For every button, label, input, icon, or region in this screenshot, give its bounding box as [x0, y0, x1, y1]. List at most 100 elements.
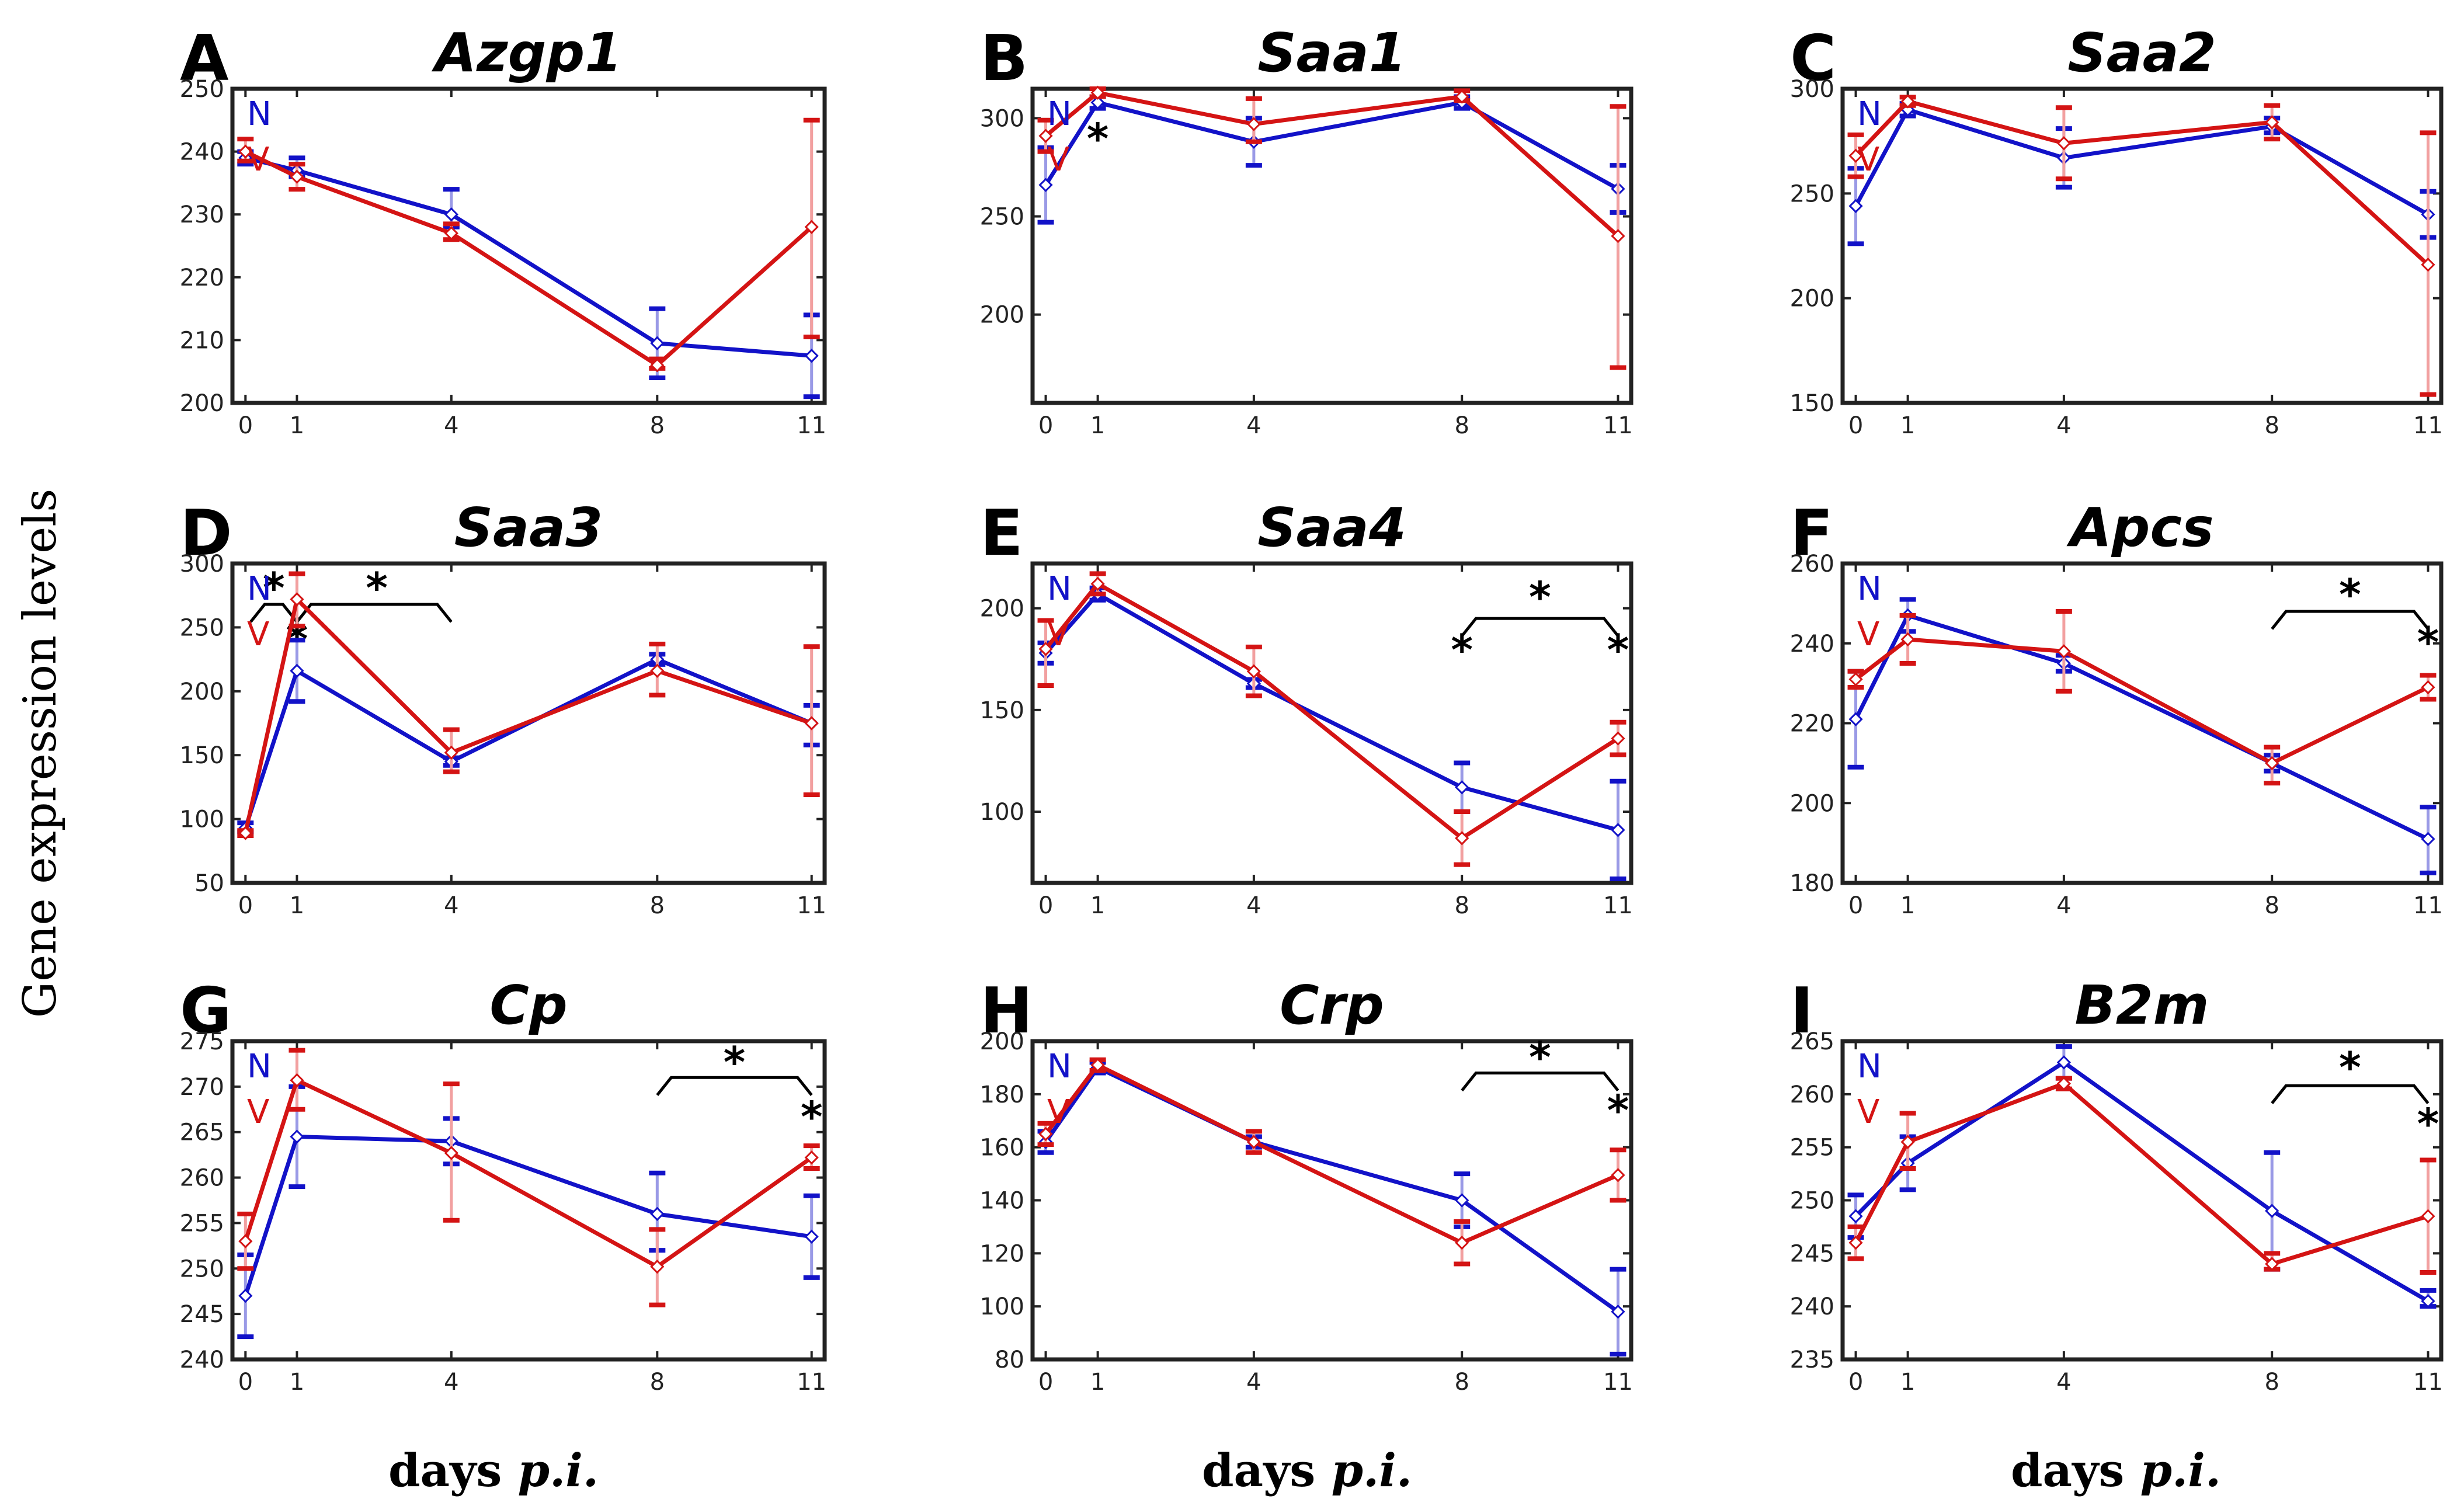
x-tick-label: 4	[2056, 892, 2071, 919]
data-point	[650, 336, 665, 350]
panel-g: G Cp 240 245 250 255 260 265 270 275 0 1 4 8 11 * * NV	[180, 974, 827, 1396]
y-tick-label: 300	[980, 105, 1024, 132]
legend-n: N	[247, 570, 272, 608]
legend-v: V	[1047, 615, 1069, 653]
data-point	[804, 1229, 819, 1244]
y-axis-label: Gene expression levels	[14, 489, 67, 1018]
panel-letter: I	[1790, 975, 1813, 1048]
x-tick-label: 0	[1848, 1369, 1863, 1396]
legend-v: V	[1857, 1093, 1879, 1131]
data-point	[1090, 85, 1105, 100]
y-tick-label: 260	[1790, 551, 1834, 578]
legend-v: V	[247, 141, 269, 179]
data-point	[1455, 780, 1469, 795]
legend-n: N	[1047, 1048, 1072, 1086]
x-tick-label: 11	[1603, 892, 1633, 919]
y-tick-label: 245	[1790, 1240, 1834, 1267]
panel-letter: B	[980, 22, 1028, 95]
legend-n: N	[1857, 570, 1882, 608]
legend-n: N	[1047, 570, 1072, 608]
x-tick-label: 1	[1900, 1369, 1915, 1396]
y-tick-label: 100	[980, 1293, 1024, 1320]
data-point	[2056, 644, 2072, 659]
significance-bracket	[1461, 1072, 1620, 1092]
axes-box	[230, 1039, 827, 1362]
significance-star: *	[263, 564, 285, 613]
x-axis-label-main: days	[2011, 1444, 2140, 1497]
series-v	[237, 571, 820, 840]
panel-title: Saa3	[454, 496, 603, 559]
x-tick-label: 0	[1848, 412, 1863, 439]
y-tick-label: 300	[1790, 76, 1834, 103]
x-tick-label: 11	[2413, 412, 2443, 439]
series-v	[1847, 94, 2437, 397]
legend-n: N	[1857, 1048, 1882, 1086]
y-tick-label: 245	[180, 1301, 224, 1328]
y-tick-label: 265	[180, 1119, 224, 1146]
panel-title: Crp	[1280, 974, 1384, 1037]
x-axis-label-italic: p.i.	[2140, 1444, 2221, 1497]
data-point	[650, 1260, 665, 1274]
data-point	[1611, 823, 1625, 837]
x-tick-label: 1	[290, 892, 304, 919]
series-line	[1854, 99, 2430, 266]
significance-star: *	[1607, 1086, 1629, 1135]
series-line	[1044, 1063, 1619, 1245]
data-point	[2265, 115, 2279, 130]
axes-box	[1840, 86, 2444, 405]
data-point	[650, 1206, 665, 1221]
significance-star: *	[2339, 1043, 2361, 1092]
x-tick-label: 4	[1246, 1369, 1261, 1396]
y-tick-label: 220	[1790, 711, 1834, 738]
axes-box	[230, 86, 827, 405]
panel-e: E Saa4 100 150 200 0 1 4 8 11 * * * NV	[980, 496, 1634, 919]
x-tick-label: 1	[1090, 1369, 1105, 1396]
legend-n: N	[1857, 95, 1882, 133]
x-axis-label-main: days	[388, 1444, 517, 1497]
significance-star: *	[1087, 114, 1109, 164]
x-tick-label: 1	[1900, 412, 1915, 439]
legend-n: N	[247, 95, 272, 133]
series-line	[1044, 91, 1620, 238]
data-point	[1611, 1305, 1625, 1319]
series-line	[243, 1078, 813, 1269]
data-point	[1900, 1135, 1915, 1149]
y-tick-label: 250	[1790, 1188, 1834, 1215]
x-tick-label: 8	[650, 1369, 665, 1396]
x-tick-label: 8	[1454, 1369, 1469, 1396]
series-v	[1847, 1076, 2437, 1275]
data-point	[650, 663, 665, 678]
series-line	[243, 657, 813, 829]
data-point	[804, 349, 819, 363]
data-point	[1455, 1236, 1469, 1250]
legend-n: N	[1047, 95, 1072, 133]
data-point	[804, 1150, 819, 1165]
x-tick-label: 8	[1454, 892, 1469, 919]
series-line	[1854, 1081, 2429, 1266]
panel-c: C Saa2 150 200 250 300 0 1 4 8 11 NV	[1790, 22, 2444, 439]
y-tick-label: 240	[1790, 1293, 1834, 1320]
panel-f: F Apcs 180 200 220 240 260 0 1 4 8 11 * * NV	[1790, 496, 2444, 919]
data-point	[290, 169, 304, 184]
data-point	[290, 1073, 304, 1088]
y-tick-label: 270	[180, 1074, 224, 1101]
significance-bracket	[2271, 1084, 2430, 1104]
panel-title: Azgp1	[432, 22, 622, 84]
svg-text:days p.i.: days p.i.	[2011, 1444, 2221, 1497]
panel-letter: H	[980, 975, 1033, 1048]
x-tick-label: 0	[238, 1369, 253, 1396]
legend-v: V	[1047, 141, 1069, 179]
data-point	[1848, 672, 1863, 687]
x-axis-label-italic: p.i.	[1332, 1444, 1412, 1497]
panel-title: Saa2	[2067, 22, 2216, 84]
data-point	[1038, 178, 1053, 192]
data-point	[1848, 1236, 1863, 1250]
data-point	[1038, 642, 1053, 656]
panel-title: Saa1	[1257, 22, 1406, 84]
significance-bracket	[656, 1076, 813, 1096]
data-point	[290, 1129, 304, 1144]
panel-title: B2m	[2075, 974, 2209, 1037]
